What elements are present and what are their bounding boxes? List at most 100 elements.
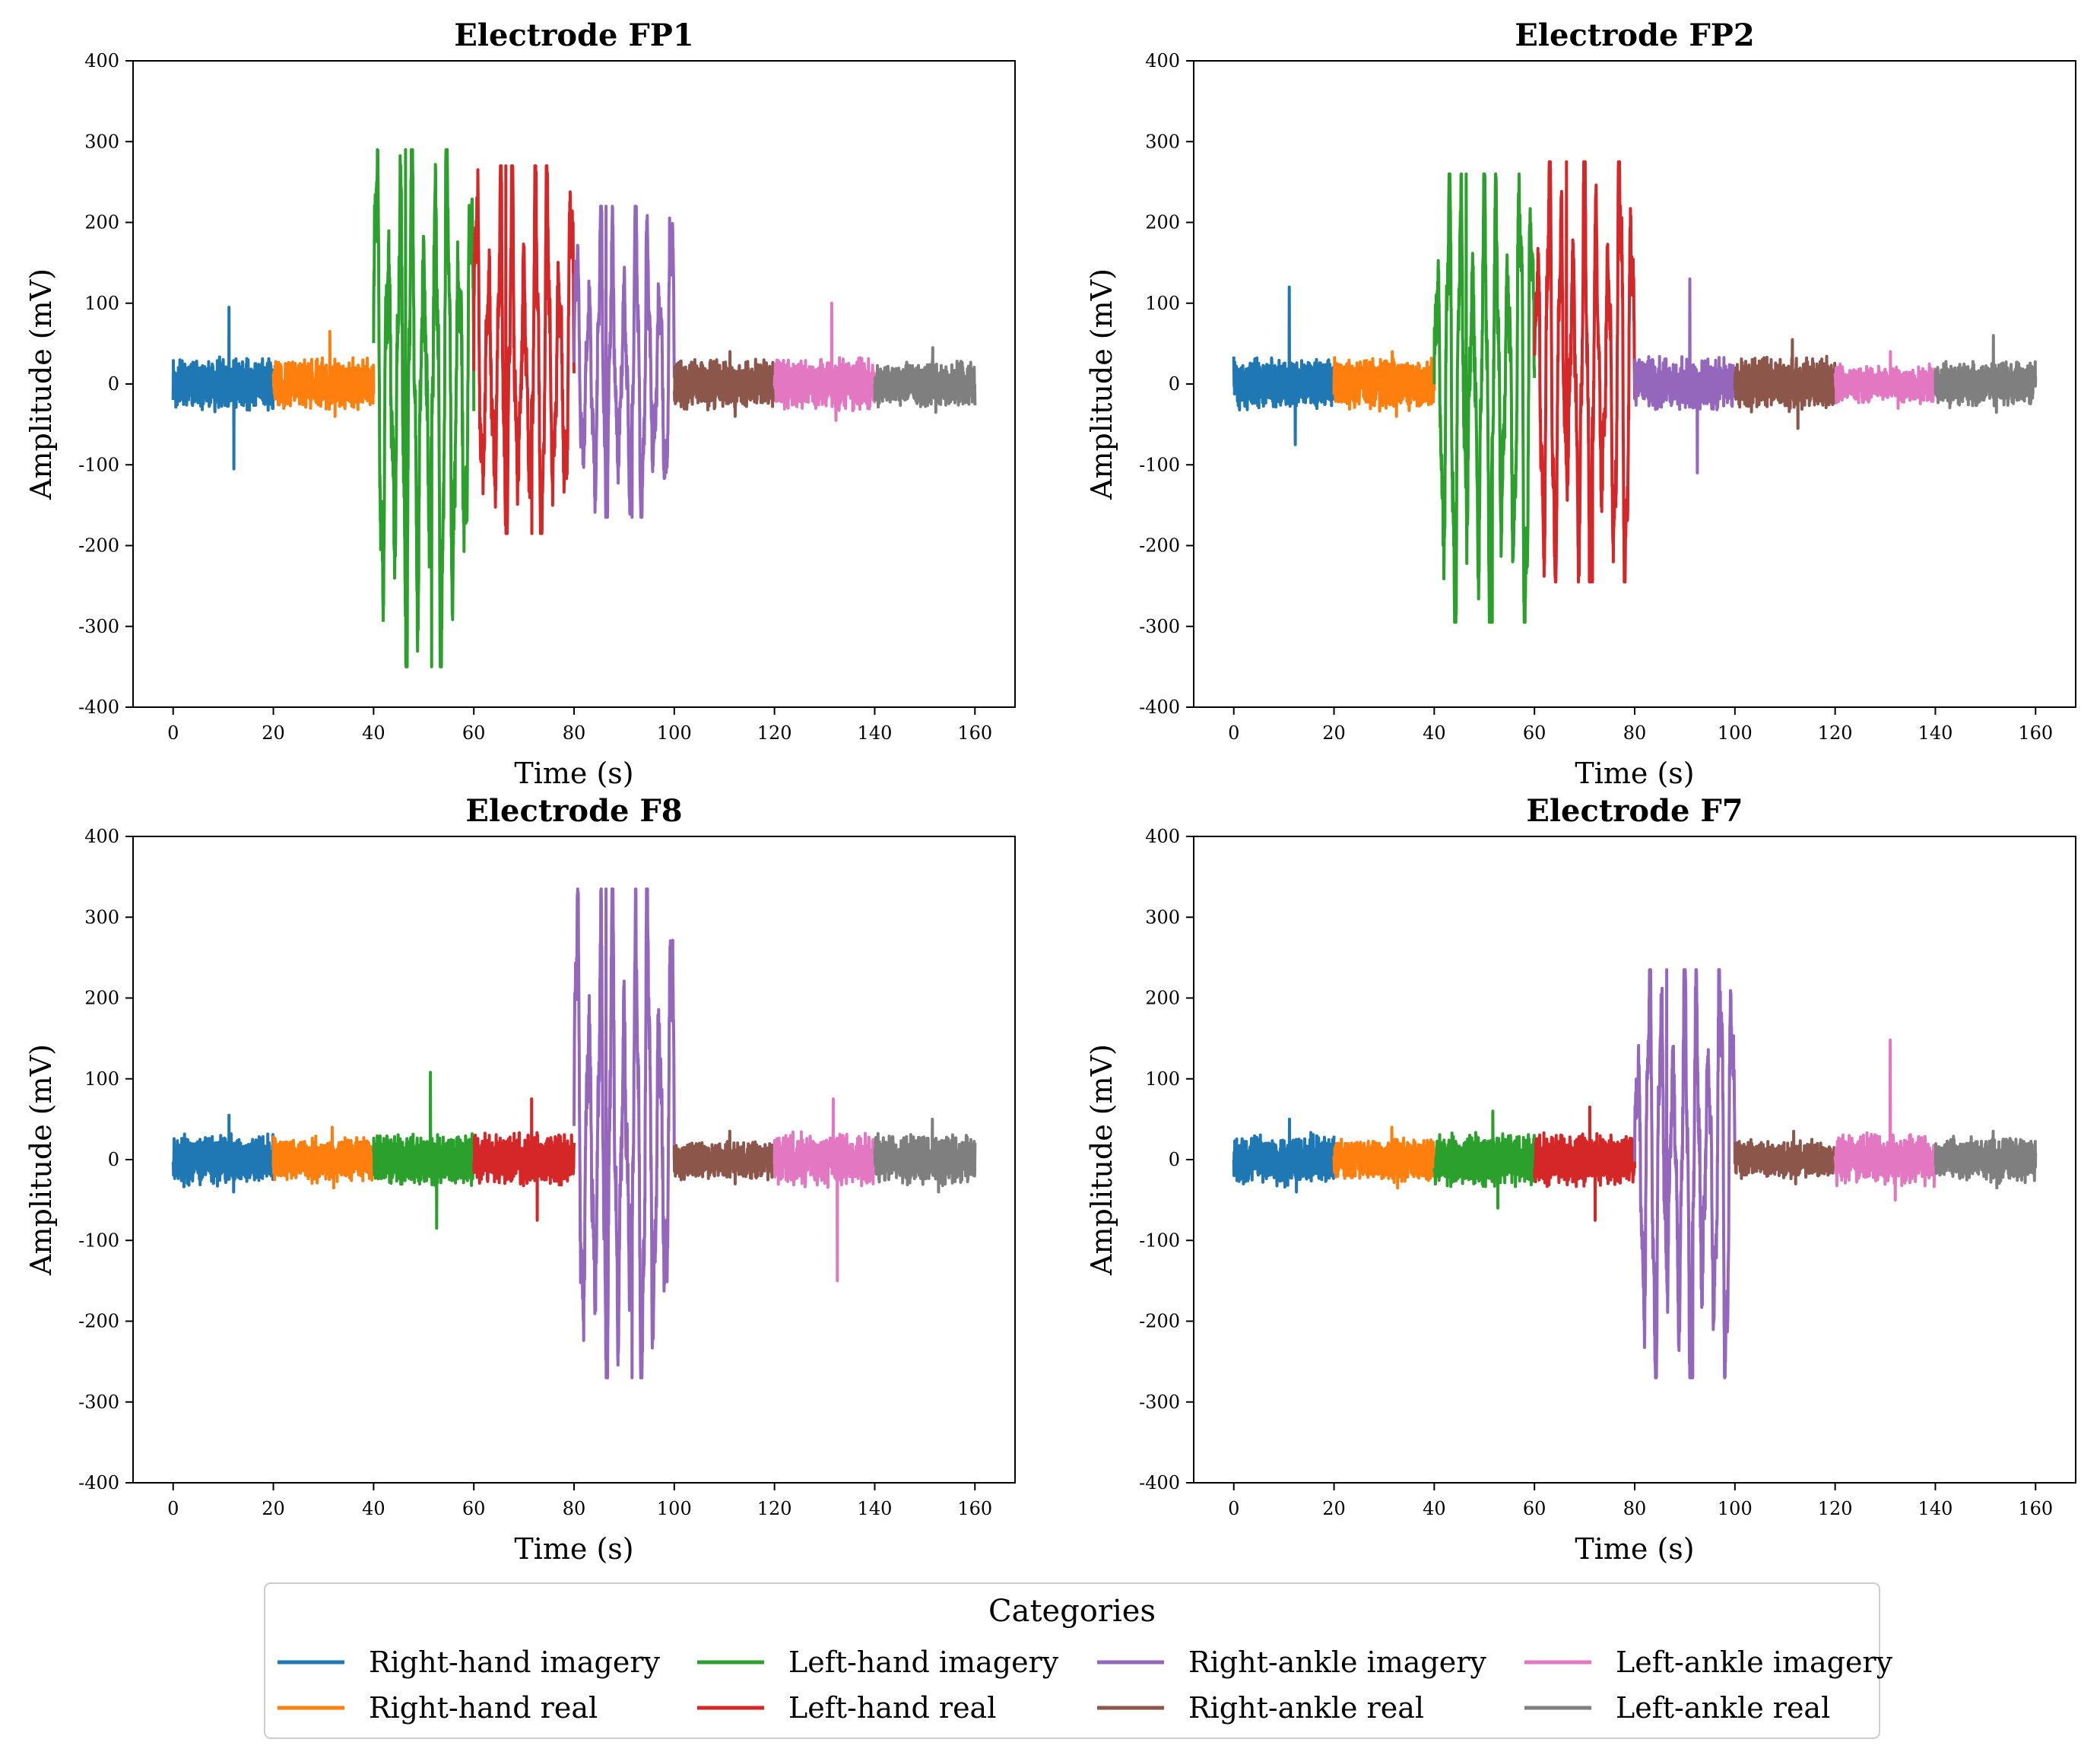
series-left-ankle-real <box>1933 1129 2038 1190</box>
series-left-ankle-real <box>1933 334 2038 414</box>
chart-title: Electrode FP2 <box>1515 17 1754 53</box>
legend-label-left-hand-imagery: Left-hand imagery <box>788 1646 1059 1679</box>
x-tick-label: 40 <box>362 722 385 744</box>
series-right-hand-real <box>271 329 376 418</box>
y-tick-label: -400 <box>1139 697 1180 718</box>
legend-title: Categories <box>988 1594 1156 1629</box>
series-right-hand-imagery <box>1232 1117 1336 1194</box>
chart-title: Electrode FP1 <box>454 17 693 53</box>
series-right-hand-imagery <box>1232 285 1336 446</box>
series-right-ankle-real <box>1733 338 1837 430</box>
y-tick-label: 100 <box>84 293 119 314</box>
x-tick-label: 160 <box>957 722 992 744</box>
x-tick-label: 100 <box>1718 722 1753 744</box>
series-right-ankle-imagery <box>573 205 676 519</box>
y-tick-label: 100 <box>84 1068 119 1090</box>
chart-title: Electrode F8 <box>465 793 682 829</box>
series-left-ankle-imagery <box>1833 1038 1937 1202</box>
series-left-hand-real <box>472 1097 576 1222</box>
x-tick-label: 80 <box>563 1498 586 1519</box>
y-tick-label: 300 <box>1145 131 1180 152</box>
series-right-ankle-real <box>672 350 776 418</box>
x-tick-label: 0 <box>1228 722 1239 744</box>
x-tick-label: 60 <box>462 722 486 744</box>
legend-label-right-ankle-real: Right-ankle real <box>1188 1691 1424 1725</box>
x-tick-label: 20 <box>1322 722 1346 744</box>
y-tick-label: -100 <box>1139 454 1180 475</box>
y-tick-label: -200 <box>1139 1311 1180 1332</box>
y-axis-label: Amplitude (mV) <box>24 1044 58 1276</box>
x-tick-label: 0 <box>1228 1498 1239 1519</box>
x-tick-label: 100 <box>657 1498 692 1519</box>
x-tick-label: 40 <box>362 1498 385 1519</box>
y-tick-label: -400 <box>78 697 119 718</box>
y-tick-label: -400 <box>78 1472 119 1493</box>
series-left-hand-imagery <box>372 1071 476 1230</box>
series-right-hand-imagery <box>171 306 275 471</box>
y-tick-label: -200 <box>78 535 119 557</box>
y-tick-label: -300 <box>78 616 119 637</box>
y-tick-label: 400 <box>84 826 119 847</box>
chart-title: Electrode F7 <box>1526 793 1743 829</box>
y-tick-label: 100 <box>1145 293 1180 314</box>
y-tick-label: -200 <box>78 1311 119 1332</box>
series-right-ankle-real <box>672 1129 776 1185</box>
y-axis-label: Amplitude (mV) <box>1085 1044 1118 1276</box>
chart-electrode-fp1: 0 20 40 60 80 100 120 140 160 -400 -300 -200 -100 0 10… <box>24 17 1016 790</box>
y-axis-label: Amplitude (mV) <box>24 268 58 500</box>
x-tick-label: 20 <box>1322 1498 1346 1519</box>
y-tick-label: 0 <box>108 373 119 395</box>
y-tick-label: 400 <box>1145 826 1180 847</box>
chart-electrode-f8: 0 20 40 60 80 100 120 140 160 -400 -300 -200 -100 0 10… <box>24 793 1016 1566</box>
y-tick-label: -300 <box>78 1392 119 1413</box>
series-left-ankle-imagery <box>772 1097 877 1283</box>
y-tick-label: 300 <box>84 906 119 928</box>
x-axis-label: Time (s) <box>514 757 633 790</box>
x-tick-label: 140 <box>1918 1498 1953 1519</box>
y-tick-label: 0 <box>1169 373 1180 395</box>
y-tick-label: 200 <box>1145 988 1180 1009</box>
y-axis-label: Amplitude (mV) <box>1085 268 1118 500</box>
series-right-hand-imagery <box>171 1113 275 1194</box>
series-right-ankle-imagery <box>1633 968 1737 1379</box>
series-right-hand-real <box>1332 350 1436 418</box>
y-tick-label: 300 <box>84 131 119 152</box>
legend-label-right-ankle-imagery: Right-ankle imagery <box>1188 1646 1486 1679</box>
series-left-hand-imagery <box>372 148 476 668</box>
x-tick-label: 80 <box>1623 722 1647 744</box>
legend-label-left-hand-real: Left-hand real <box>788 1691 996 1725</box>
chart-electrode-f7: 0 20 40 60 80 100 120 140 160 -400 -300 -200 -100 0 10… <box>1085 793 2076 1566</box>
series-right-ankle-imagery <box>573 887 676 1379</box>
x-tick-label: 100 <box>657 722 692 744</box>
x-tick-label: 140 <box>858 1498 893 1519</box>
x-tick-label: 60 <box>462 1498 486 1519</box>
legend-label-right-hand-imagery: Right-hand imagery <box>369 1646 661 1679</box>
series-left-ankle-imagery <box>772 301 877 422</box>
x-tick-label: 140 <box>858 722 893 744</box>
x-tick-label: 120 <box>1818 722 1853 744</box>
x-tick-label: 100 <box>1718 1498 1753 1519</box>
series-left-hand-real <box>1533 1105 1636 1222</box>
series-left-hand-imagery <box>1432 1109 1537 1210</box>
legend-label-left-ankle-imagery: Left-ankle imagery <box>1616 1646 1893 1679</box>
y-tick-label: 0 <box>1169 1149 1180 1170</box>
series-right-ankle-real <box>1734 1129 1837 1185</box>
x-tick-label: 160 <box>2018 1498 2053 1519</box>
series-left-ankle-real <box>873 1117 977 1194</box>
legend-label-left-ankle-real: Left-ankle real <box>1616 1691 1830 1725</box>
x-tick-label: 160 <box>957 1498 992 1519</box>
chart-electrode-fp2: 0 20 40 60 80 100 120 140 160 -400 -300 -200 -100 0 10… <box>1085 17 2076 790</box>
y-tick-label: 400 <box>84 50 119 71</box>
y-tick-label: 0 <box>108 1149 119 1170</box>
y-tick-label: 200 <box>84 988 119 1009</box>
y-tick-label: -300 <box>1139 1392 1180 1413</box>
x-tick-label: 40 <box>1423 1498 1446 1519</box>
x-tick-label: 160 <box>2018 722 2053 744</box>
series-right-hand-real <box>271 1125 376 1190</box>
y-tick-label: 300 <box>1145 906 1180 928</box>
series-left-hand-imagery <box>1432 172 1537 624</box>
series-left-ankle-imagery <box>1833 350 1937 410</box>
y-tick-label: 200 <box>1145 212 1180 233</box>
y-tick-label: 200 <box>84 212 119 233</box>
y-tick-label: -100 <box>78 454 119 475</box>
